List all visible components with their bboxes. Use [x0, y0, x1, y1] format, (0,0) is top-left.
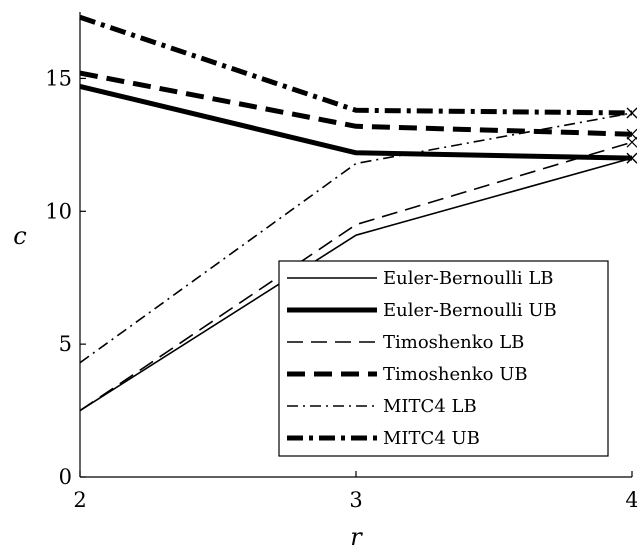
series-line-mitc4-ub — [79, 14, 633, 116]
ticks: 2 3 4 0 5 10 15 — [45, 66, 637, 512]
y-tick-label: 5 — [59, 332, 72, 356]
legend-label: MITC4 UB — [383, 428, 480, 449]
y-tick-label: 15 — [45, 66, 72, 90]
endpoint-marker — [626, 152, 637, 164]
plot-lines — [79, 14, 633, 412]
legend-label: Timoshenko LB — [383, 332, 524, 353]
y-tick-label: 10 — [45, 199, 72, 223]
endpoint-marker — [626, 128, 637, 140]
x-tick-label: 4 — [625, 488, 637, 512]
endpoint-marker — [626, 136, 637, 148]
legend-label: Euler-Bernoulli LB — [383, 268, 554, 289]
series-line-timoshenko-lb — [79, 141, 633, 412]
y-axis-label: c — [13, 222, 26, 250]
endpoint-markers — [626, 107, 637, 164]
x-tick-label: 3 — [349, 488, 362, 512]
x-axis-label: r — [350, 523, 363, 550]
series-line-euler-bernoulli-lb — [79, 157, 633, 412]
y-tick-label: 0 — [59, 465, 72, 489]
legend-label: Timoshenko UB — [383, 364, 528, 385]
series-line-euler-bernoulli-ub — [79, 83, 633, 161]
legend: Euler-Bernoulli LB Euler-Bernoulli UB Timo… — [278, 260, 609, 457]
series-line-timoshenko-ub — [79, 70, 633, 137]
legend-label: Euler-Bernoulli UB — [383, 300, 557, 321]
x-tick-label: 2 — [73, 488, 86, 512]
endpoint-marker — [626, 107, 637, 119]
legend-box — [278, 260, 609, 457]
legend-label: MITC4 LB — [383, 396, 477, 417]
